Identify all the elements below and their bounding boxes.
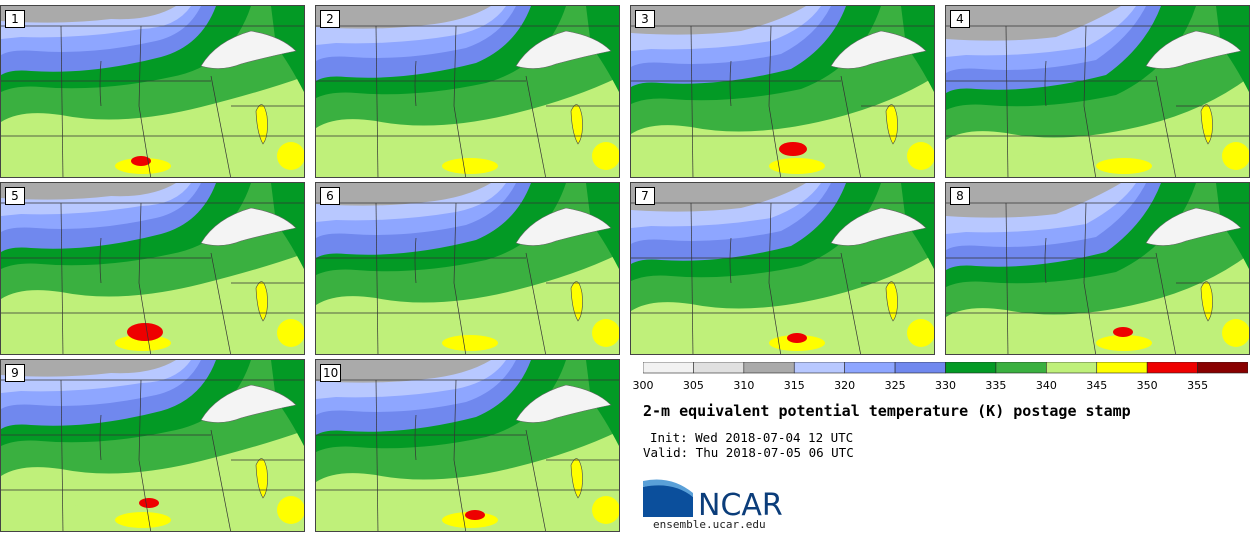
postage-stamp-panel: 10 bbox=[315, 359, 620, 532]
postage-stamp-panel: 7 bbox=[630, 182, 935, 355]
panel-label: 1 bbox=[5, 10, 25, 28]
theta-e-map bbox=[316, 6, 619, 177]
colorbar-tick-label: 300 bbox=[632, 379, 654, 392]
panel-label: 8 bbox=[950, 187, 970, 205]
colorbar-tick-label: 325 bbox=[884, 379, 906, 392]
colorbar-swatch bbox=[643, 362, 694, 374]
colorbar-tick-label: 320 bbox=[834, 379, 856, 392]
colorbar-swatch bbox=[793, 362, 845, 374]
postage-stamp-panel: 2 bbox=[315, 5, 620, 178]
postage-stamp-panel: 5 bbox=[0, 182, 305, 355]
postage-stamp-panel: 6 bbox=[315, 182, 620, 355]
colorbar-swatch bbox=[693, 362, 745, 374]
panel-label: 6 bbox=[320, 187, 340, 205]
colorbar-tick-label: 340 bbox=[1035, 379, 1057, 392]
panel-label: 5 bbox=[5, 187, 25, 205]
panel-label: 4 bbox=[950, 10, 970, 28]
panel-label: 9 bbox=[5, 364, 25, 382]
colorbar-swatch bbox=[1046, 362, 1098, 374]
colorbar-swatch bbox=[743, 362, 795, 374]
colorbar-tick-label: 330 bbox=[935, 379, 956, 392]
panel-label: 7 bbox=[635, 187, 655, 205]
colorbar bbox=[643, 362, 1248, 374]
init-time: Init: Wed 2018-07-04 12 UTC bbox=[650, 430, 854, 445]
colorbar-tick-label: 355 bbox=[1187, 379, 1209, 392]
colorbar-swatch bbox=[894, 362, 946, 374]
colorbar-tick-label: 345 bbox=[1086, 379, 1108, 392]
theta-e-map bbox=[1, 6, 304, 177]
theta-e-map bbox=[631, 183, 934, 354]
theta-e-map bbox=[946, 6, 1249, 177]
colorbar-tick-label: 315 bbox=[783, 379, 805, 392]
colorbar-tick-label: 335 bbox=[985, 379, 1007, 392]
valid-time: Valid: Thu 2018-07-05 06 UTC bbox=[643, 445, 854, 460]
panel-label: 10 bbox=[320, 364, 342, 382]
panel-label: 3 bbox=[635, 10, 655, 28]
colorbar-tick-label: 350 bbox=[1136, 379, 1158, 392]
postage-stamp-panel: 1 bbox=[0, 5, 305, 178]
postage-stamp-panel: 4 bbox=[945, 5, 1250, 178]
colorbar-swatch bbox=[1197, 362, 1248, 374]
postage-stamp-panel: 3 bbox=[630, 5, 935, 178]
theta-e-map bbox=[1, 360, 304, 531]
postage-stamp-panel: 9 bbox=[0, 359, 305, 532]
theta-e-map bbox=[1, 183, 304, 354]
ncar-logo: NCAR bbox=[643, 479, 783, 517]
colorbar-swatch bbox=[1096, 362, 1148, 374]
colorbar-swatch bbox=[945, 362, 997, 374]
panel-label: 2 bbox=[320, 10, 340, 28]
colorbar-swatch bbox=[995, 362, 1047, 374]
plot-title: 2-m equivalent potential temperature (K)… bbox=[643, 402, 1131, 420]
logo-url: ensemble.ucar.edu bbox=[653, 518, 766, 531]
logo-text: NCAR bbox=[698, 488, 783, 517]
colorbar-tick-label: 310 bbox=[733, 379, 755, 392]
theta-e-map bbox=[316, 183, 619, 354]
colorbar-swatch bbox=[1146, 362, 1198, 374]
theta-e-map bbox=[316, 360, 619, 531]
postage-stamp-panel: 8 bbox=[945, 182, 1250, 355]
colorbar-tick-label: 305 bbox=[682, 379, 704, 392]
colorbar-swatch bbox=[844, 362, 896, 374]
theta-e-map bbox=[946, 183, 1249, 354]
theta-e-map bbox=[631, 6, 934, 177]
